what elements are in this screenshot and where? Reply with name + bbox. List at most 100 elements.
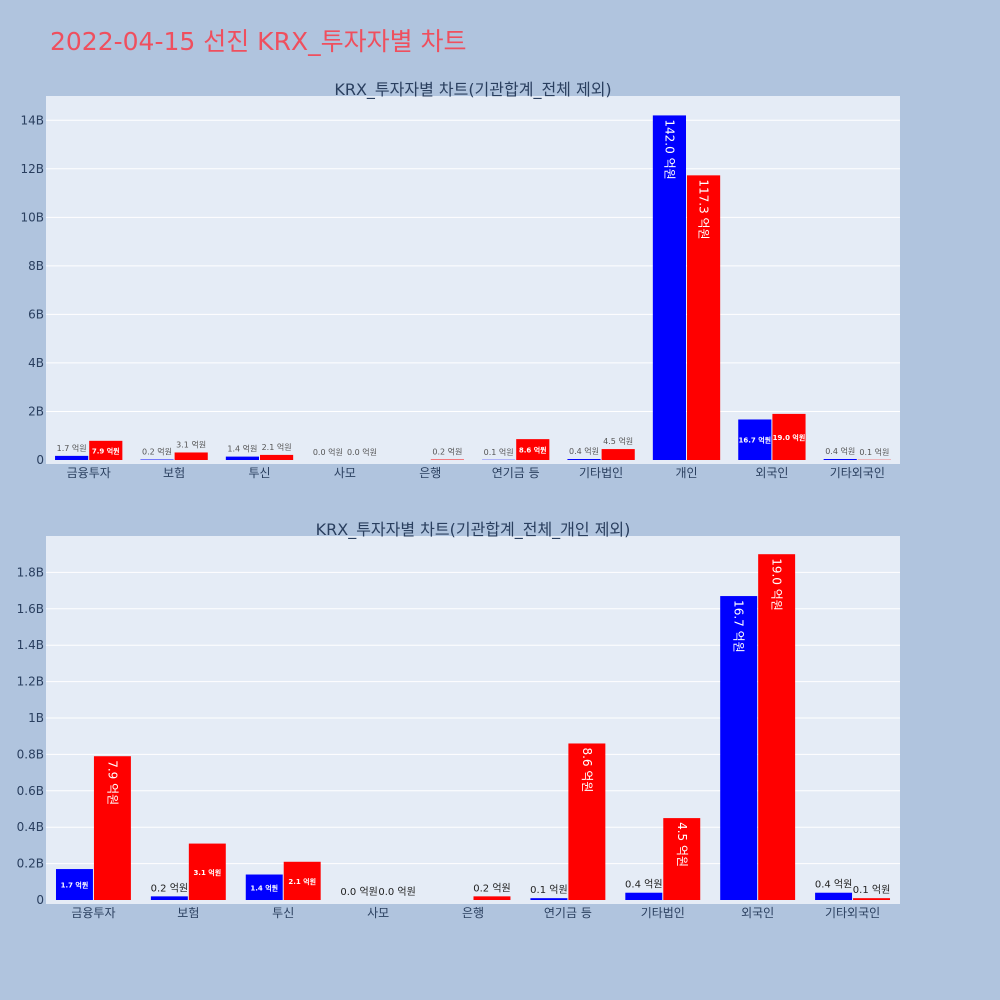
x-tick-label: 투신 <box>248 466 270 480</box>
bar <box>260 454 294 460</box>
data-label: 0.2 억원 <box>142 447 172 457</box>
data-label: 1.7 억원 <box>57 443 87 453</box>
bar <box>625 892 663 900</box>
y-tick-label: 0 <box>36 893 44 907</box>
x-tick-label: 금융투자 <box>67 466 111 480</box>
data-label: 8.6 억원 <box>519 446 547 455</box>
y-tick-label: 1B <box>28 711 44 725</box>
bar <box>738 419 772 460</box>
y-tick-label: 0.2B <box>17 857 44 871</box>
bar <box>530 898 568 900</box>
x-tick-label: 연기금 등 <box>492 466 540 480</box>
bar <box>853 898 891 900</box>
data-label: 0.2 억원 <box>473 882 510 894</box>
bar <box>601 449 635 460</box>
x-tick-label: 사모 <box>334 466 356 480</box>
data-label: 0.1 억원 <box>530 884 567 896</box>
data-label: 117.3 억원 <box>697 179 711 239</box>
bar <box>150 896 188 900</box>
data-label: 0.0 억원 <box>313 447 343 457</box>
y-tick-label: 0.4B <box>17 820 44 834</box>
data-label: 2.1 억원 <box>288 877 316 886</box>
data-label: 0.0 억원 <box>347 447 377 457</box>
x-tick-label: 외국인 <box>755 466 788 480</box>
x-tick-label: 외국인 <box>741 906 774 920</box>
x-tick-label: 금융투자 <box>71 906 115 920</box>
y-tick-label: 1.4B <box>17 638 44 652</box>
bar <box>473 896 511 900</box>
bar <box>758 554 796 900</box>
data-label: 0.1 억원 <box>853 884 890 896</box>
bar <box>93 756 131 900</box>
y-tick-label: 0 <box>36 453 44 467</box>
data-label: 0.4 억원 <box>625 879 662 891</box>
y-tick-label: 1.6B <box>17 602 44 616</box>
data-label: 8.6 억원 <box>580 747 594 792</box>
data-label: 0.0 억원 <box>378 886 415 898</box>
y-tick-label: 0.8B <box>17 747 44 761</box>
bar <box>720 596 758 900</box>
bar <box>772 413 806 460</box>
data-label: 4.5 억원 <box>603 436 633 446</box>
x-tick-label: 은행 <box>462 905 484 920</box>
chart-title: KRX_투자자별 차트(기관합계_전체_개인 제외) <box>316 520 631 540</box>
page-title: 2022-04-15 선진 KRX_투자자별 차트 <box>50 27 467 56</box>
chart-title: KRX_투자자별 차트(기관합계_전체 제외) <box>334 80 611 100</box>
data-label: 3.1 억원 <box>193 868 221 877</box>
x-tick-label: 은행 <box>419 465 441 480</box>
data-label: 19.0 억원 <box>773 433 806 442</box>
data-label: 1.4 억원 <box>250 883 278 892</box>
x-tick-label: 사모 <box>367 906 389 920</box>
bar <box>516 439 550 460</box>
y-tick-label: 1.2B <box>17 675 44 689</box>
x-tick-label: 기타외국인 <box>830 466 885 480</box>
bar <box>687 175 721 461</box>
bar <box>663 818 701 900</box>
data-label: 1.7 억원 <box>61 881 89 890</box>
x-tick-label: 투신 <box>272 906 294 920</box>
data-label: 0.2 억원 <box>151 882 188 894</box>
x-tick-label: 기타법인 <box>579 466 623 480</box>
bar <box>245 874 283 900</box>
bar <box>188 843 226 900</box>
x-tick-label: 기타외국인 <box>825 906 880 920</box>
y-tick-label: 8B <box>28 259 44 273</box>
chart-top: KRX_투자자별 차트(기관합계_전체 제외) 0 2B 4B 6B 8B 10B 12B 14… <box>20 80 900 480</box>
bar <box>815 892 853 900</box>
data-label: 3.1 억원 <box>176 439 206 449</box>
x-tick-label: 보험 <box>163 466 185 480</box>
y-tick-label: 14B <box>20 113 44 127</box>
data-label: 4.5 억원 <box>675 822 689 867</box>
y-tick-label: 0.6B <box>17 784 44 798</box>
data-label: 0.4 억원 <box>825 446 855 456</box>
bar <box>174 452 208 460</box>
data-label: 142.0 억원 <box>662 119 676 179</box>
bar <box>823 459 857 460</box>
data-label: 0.2 억원 <box>432 447 462 457</box>
x-tick-label: 기타법인 <box>641 906 685 920</box>
data-label: 0.4 억원 <box>815 879 852 891</box>
y-tick-label: 2B <box>28 404 44 418</box>
data-label: 7.9 억원 <box>105 760 119 805</box>
chart-bottom: KRX_투자자별 차트(기관합계_전체_개인 제외) 0 0.2B 0.4B 0.6B 0… <box>17 520 900 920</box>
y-tick-label: 12B <box>20 162 44 176</box>
plot-area <box>46 536 900 904</box>
bar <box>55 455 89 460</box>
bar <box>55 869 93 900</box>
bar <box>652 115 686 460</box>
data-label: 16.7 억원 <box>732 600 746 653</box>
y-tick-label: 4B <box>28 356 44 370</box>
bar <box>283 861 321 900</box>
plot-area <box>46 96 900 464</box>
data-label: 1.4 억원 <box>227 444 257 454</box>
x-tick-label: 개인 <box>675 466 697 480</box>
data-label: 19.0 억원 <box>770 558 784 611</box>
y-tick-label: 10B <box>20 210 44 224</box>
data-label: 2.1 억원 <box>262 442 292 452</box>
x-tick-label: 연기금 등 <box>544 906 592 920</box>
data-label: 7.9 억원 <box>92 446 120 455</box>
y-tick-label: 6B <box>28 307 44 321</box>
y-tick-label: 1.8B <box>17 565 44 579</box>
data-label: 0.1 억원 <box>484 447 514 457</box>
data-label: 16.7 억원 <box>739 436 772 445</box>
